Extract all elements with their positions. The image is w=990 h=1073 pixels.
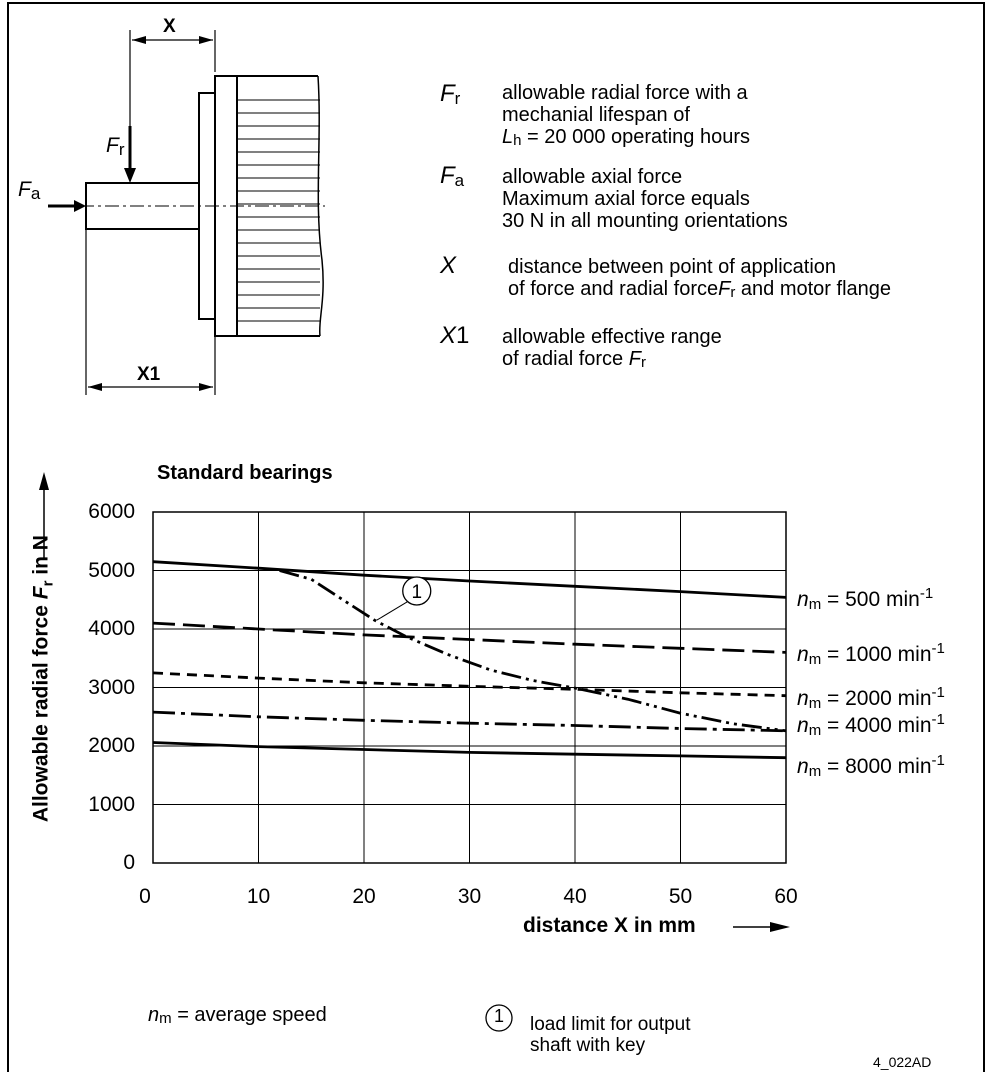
series-label-2000: nm = 2000 min-1 — [797, 683, 945, 712]
legend-fa-text: allowable axial force Maximum axial forc… — [502, 166, 788, 232]
limit-marker-number: 1 — [411, 582, 422, 603]
plot-area-border — [152, 511, 787, 864]
x-dimension-label: X — [163, 16, 176, 37]
series-label-500: nm = 500 min-1 — [797, 585, 934, 614]
y-tick-label: 4000 — [88, 617, 135, 640]
y-tick-label: 3000 — [88, 675, 135, 699]
legend-x1-symbol: X1 — [440, 322, 470, 349]
page-frame — [7, 2, 985, 1072]
legend-x-symbol: X — [440, 252, 457, 279]
x-tick-label: 10 — [246, 885, 271, 908]
series-label-1000: nm = 1000 min-1 — [797, 640, 945, 669]
series-line-2000 — [152, 671, 787, 698]
legend-x1-text: allowable effective range of radial forc… — [502, 326, 722, 371]
x1-dimension-label: X1 — [137, 364, 161, 385]
x-tick-label: 60 — [774, 885, 798, 908]
x-tick-label: 20 — [352, 885, 376, 908]
legend-fr-text: allowable radial force with a mechanial … — [502, 82, 750, 149]
x-axis-label: distance X in mm — [523, 914, 696, 937]
fa-diagram-label: Fa — [18, 178, 41, 203]
x-tick-label: 50 — [668, 885, 693, 908]
series-line-8000 — [152, 741, 787, 760]
x-tick-label: 40 — [563, 885, 587, 908]
nm-definition: nm = average speed — [148, 1004, 327, 1027]
footer-marker-number: 1 — [493, 1006, 504, 1026]
y-tick-label: 2000 — [88, 734, 135, 757]
series-label-4000: nm = 4000 min-1 — [797, 710, 945, 739]
limit-marker-leader — [376, 600, 410, 621]
y-tick-label: 5000 — [88, 558, 135, 582]
y-tick-label: 6000 — [88, 500, 135, 523]
series-line-500 — [152, 560, 787, 599]
series-line-1000 — [152, 621, 787, 654]
x-tick-label: 0 — [139, 885, 151, 908]
y-tick-label: 1000 — [88, 792, 135, 816]
series-label-8000: nm = 8000 min-1 — [797, 751, 945, 780]
x-tick-label: 30 — [457, 885, 482, 908]
legend-fa-symbol: Fa — [440, 162, 465, 190]
limit-marker-circle — [402, 576, 432, 606]
fr-diagram-label: Fr — [106, 134, 125, 159]
legend-x-text: distance between point of application of… — [508, 256, 892, 301]
series-line-4000 — [152, 710, 787, 733]
y-tick-label: 0 — [123, 851, 135, 874]
legend-fr-symbol: Fr — [440, 80, 461, 108]
figure-code: 4_022AD — [873, 1054, 932, 1070]
chart-title: Standard bearings — [157, 462, 333, 484]
series-line-1 — [279, 569, 787, 733]
load-limit-text: load limit for output shaft with key — [530, 1014, 691, 1056]
